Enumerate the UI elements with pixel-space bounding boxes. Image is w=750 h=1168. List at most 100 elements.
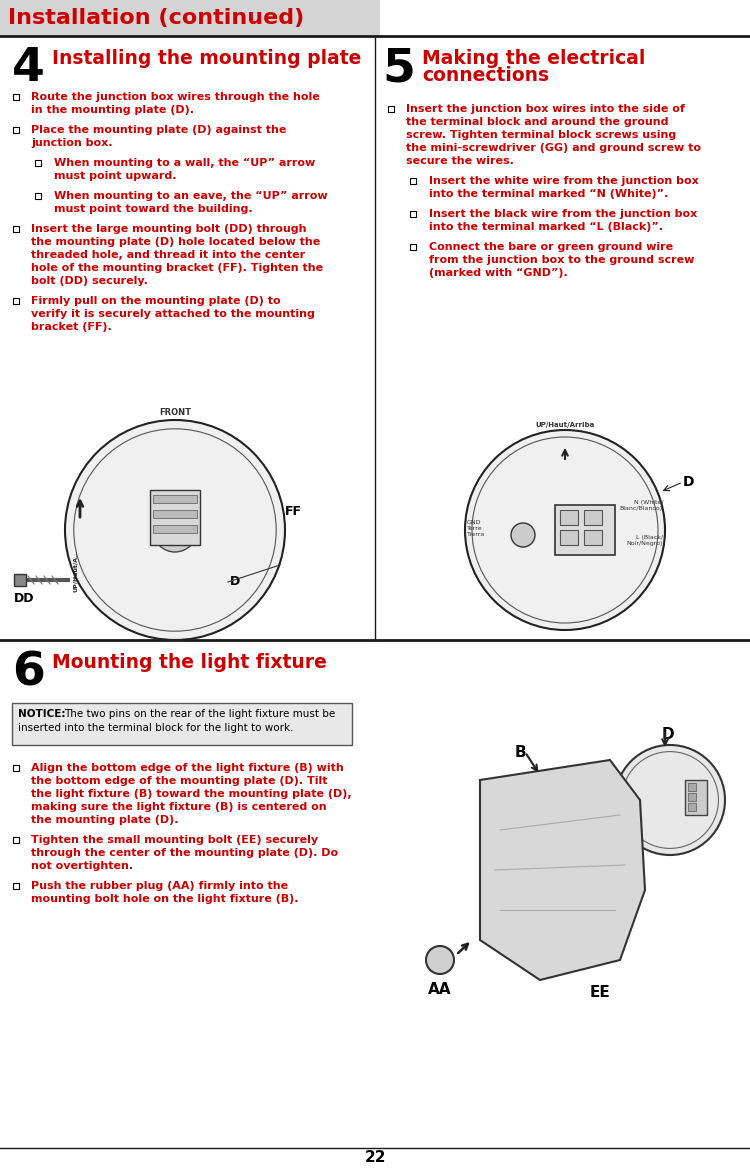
Text: D: D	[230, 575, 240, 588]
Text: D: D	[662, 726, 675, 742]
Text: NOTICE:: NOTICE:	[18, 709, 65, 719]
Text: N (White/
Blanc/Blanco): N (White/ Blanc/Blanco)	[620, 500, 663, 510]
Text: Making the electrical: Making the electrical	[422, 49, 645, 68]
Text: secure the wires.: secure the wires.	[406, 157, 514, 166]
Text: EE: EE	[590, 985, 610, 1000]
Bar	[688, 783, 696, 791]
Bar	[13, 127, 19, 132]
Text: bracket (FF).: bracket (FF).	[31, 322, 112, 332]
Bar	[13, 883, 19, 889]
Text: When mounting to a wall, the “UP” arrow: When mounting to a wall, the “UP” arrow	[54, 158, 315, 168]
Text: Insert the black wire from the junction box: Insert the black wire from the junction …	[429, 209, 698, 220]
Text: the mounting plate (D) hole located below the: the mounting plate (D) hole located belo…	[31, 237, 320, 246]
Text: L (Black/
Noir/Negro): L (Black/ Noir/Negro)	[626, 535, 663, 545]
Bar	[13, 225, 19, 231]
Bar	[688, 793, 696, 801]
Text: the light fixture (B) toward the mounting plate (D),: the light fixture (B) toward the mountin…	[31, 790, 352, 799]
Circle shape	[153, 508, 197, 552]
Bar	[153, 524, 197, 533]
Text: Connect the bare or green ground wire: Connect the bare or green ground wire	[429, 242, 674, 252]
Text: D: D	[683, 475, 694, 489]
Bar	[388, 106, 394, 111]
Bar	[35, 193, 40, 199]
Bar	[13, 837, 19, 842]
Text: the terminal block and around the ground: the terminal block and around the ground	[406, 117, 668, 127]
Text: Route the junction box wires through the hole: Route the junction box wires through the…	[31, 92, 320, 102]
Bar	[0, 0, 380, 36]
Text: verify it is securely attached to the mounting: verify it is securely attached to the mo…	[31, 310, 315, 319]
Bar	[150, 491, 200, 545]
Text: 6: 6	[12, 651, 45, 695]
Text: (marked with “GND”).: (marked with “GND”).	[429, 267, 568, 278]
Bar	[410, 211, 416, 216]
Text: UP/Haut/Arriba: UP/Haut/Arriba	[536, 422, 595, 427]
Text: 4: 4	[12, 46, 45, 91]
Polygon shape	[480, 760, 645, 980]
Text: AA: AA	[428, 982, 451, 997]
Text: Installation (continued): Installation (continued)	[8, 8, 304, 28]
Text: the mini-screwdriver (GG) and ground screw to: the mini-screwdriver (GG) and ground scr…	[406, 142, 701, 153]
Circle shape	[65, 420, 285, 640]
Bar	[685, 780, 707, 815]
Text: not overtighten.: not overtighten.	[31, 861, 134, 871]
Text: the bottom edge of the mounting plate (D). Tilt: the bottom edge of the mounting plate (D…	[31, 776, 328, 786]
Bar	[410, 178, 416, 183]
Text: from the junction box to the ground screw: from the junction box to the ground scre…	[429, 255, 694, 265]
Text: mounting bolt hole on the light fixture (B).: mounting bolt hole on the light fixture …	[31, 894, 299, 904]
Text: bolt (DD) securely.: bolt (DD) securely.	[31, 276, 148, 286]
Text: Mounting the light fixture: Mounting the light fixture	[52, 653, 327, 672]
Text: Insert the white wire from the junction box: Insert the white wire from the junction …	[429, 176, 699, 186]
Text: making sure the light fixture (B) is centered on: making sure the light fixture (B) is cen…	[31, 802, 327, 812]
Bar	[153, 510, 197, 517]
Bar	[560, 530, 578, 545]
Text: The two pins on the rear of the light fixture must be: The two pins on the rear of the light fi…	[64, 709, 335, 719]
Text: junction box.: junction box.	[31, 138, 112, 148]
Bar	[555, 505, 615, 555]
Text: DD: DD	[14, 592, 34, 605]
Text: 5: 5	[382, 46, 415, 91]
Text: Insert the large mounting bolt (DD) through: Insert the large mounting bolt (DD) thro…	[31, 224, 307, 234]
Bar	[560, 510, 578, 524]
Text: UP/Haut/A…: UP/Haut/A…	[73, 550, 78, 592]
Text: Place the mounting plate (D) against the: Place the mounting plate (D) against the	[31, 125, 286, 135]
Bar	[584, 530, 602, 545]
Text: in the mounting plate (D).: in the mounting plate (D).	[31, 105, 194, 114]
Text: into the terminal marked “N (White)”.: into the terminal marked “N (White)”.	[429, 189, 668, 199]
Text: Align the bottom edge of the light fixture (B) with: Align the bottom edge of the light fixtu…	[31, 763, 344, 773]
Bar	[12, 703, 352, 745]
Bar	[584, 510, 602, 524]
Text: into the terminal marked “L (Black)”.: into the terminal marked “L (Black)”.	[429, 222, 663, 232]
Text: B: B	[515, 745, 526, 760]
Text: threaded hole, and thread it into the center: threaded hole, and thread it into the ce…	[31, 250, 305, 260]
Bar	[13, 298, 19, 304]
Text: the mounting plate (D).: the mounting plate (D).	[31, 815, 178, 825]
Text: GND
Terre
Tierra: GND Terre Tierra	[467, 520, 485, 536]
Text: Installing the mounting plate: Installing the mounting plate	[52, 49, 362, 68]
Text: When mounting to an eave, the “UP” arrow: When mounting to an eave, the “UP” arrow	[54, 192, 328, 201]
Bar	[13, 765, 19, 771]
Text: screw. Tighten terminal block screws using: screw. Tighten terminal block screws usi…	[406, 130, 676, 140]
Text: must point upward.: must point upward.	[54, 171, 176, 181]
Text: FRONT: FRONT	[159, 408, 191, 417]
Bar	[35, 160, 40, 166]
Text: 22: 22	[364, 1150, 386, 1166]
Text: FF: FF	[285, 505, 302, 517]
Circle shape	[465, 430, 665, 630]
Text: hole of the mounting bracket (FF). Tighten the: hole of the mounting bracket (FF). Tight…	[31, 263, 323, 273]
Text: Firmly pull on the mounting plate (D) to: Firmly pull on the mounting plate (D) to	[31, 296, 280, 306]
Text: Push the rubber plug (AA) firmly into the: Push the rubber plug (AA) firmly into th…	[31, 881, 288, 891]
Circle shape	[615, 745, 725, 855]
Text: connections: connections	[422, 67, 549, 85]
Bar	[14, 573, 26, 586]
Bar	[688, 804, 696, 811]
Text: inserted into the terminal block for the light to work.: inserted into the terminal block for the…	[18, 723, 293, 734]
Text: Tighten the small mounting bolt (EE) securely: Tighten the small mounting bolt (EE) sec…	[31, 835, 318, 844]
Text: through the center of the mounting plate (D). Do: through the center of the mounting plate…	[31, 848, 338, 858]
Text: must point toward the building.: must point toward the building.	[54, 204, 253, 214]
Bar	[153, 495, 197, 503]
Text: Insert the junction box wires into the side of: Insert the junction box wires into the s…	[406, 104, 685, 114]
Bar	[13, 93, 19, 99]
Circle shape	[426, 946, 454, 974]
Bar	[410, 244, 416, 250]
Circle shape	[511, 523, 535, 547]
